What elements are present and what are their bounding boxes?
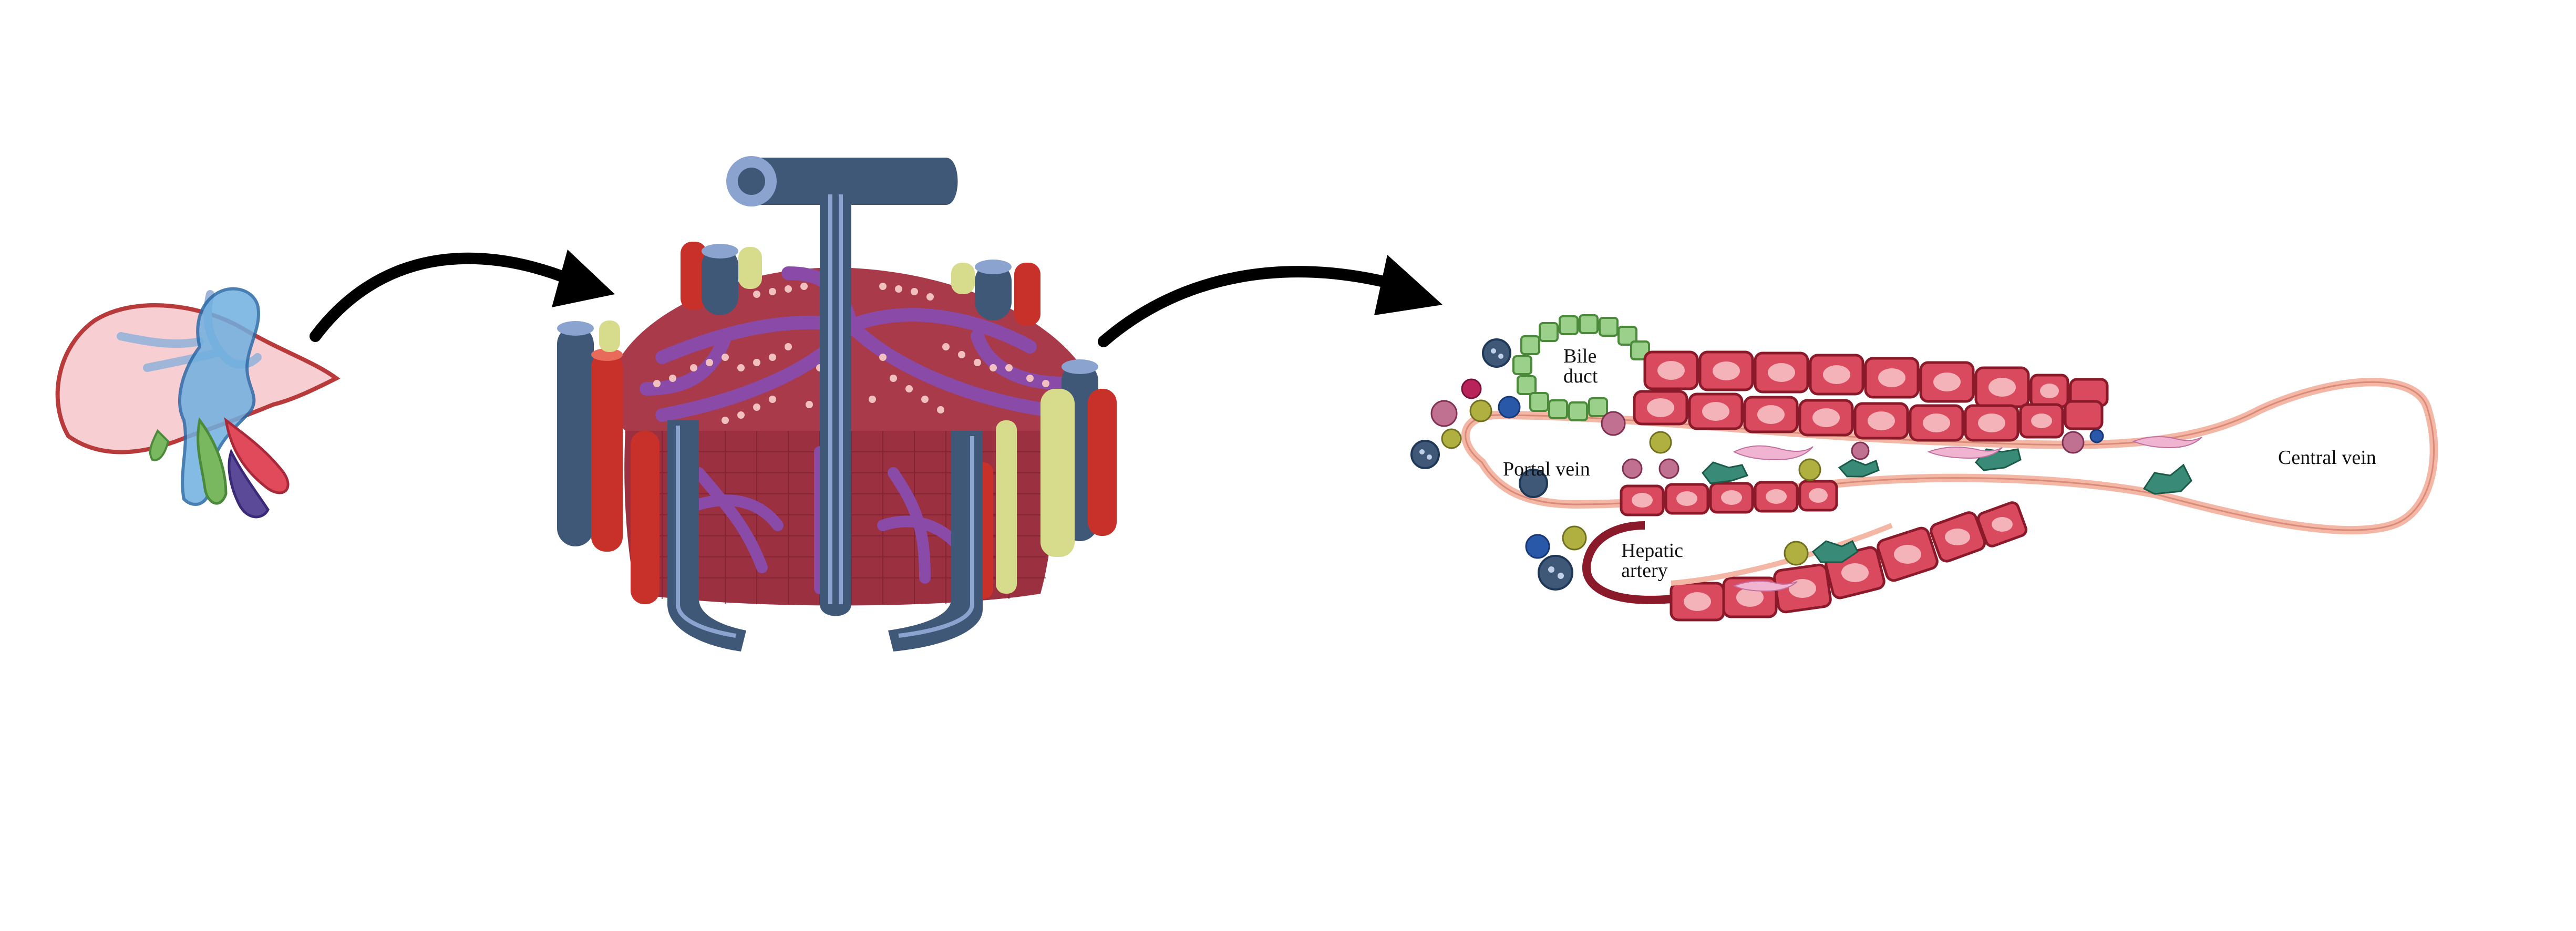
hepatic-artery-label-line1: Hepatic: [1621, 540, 1683, 562]
stellate-cells: [1733, 436, 2202, 592]
hepatocyte-nuclei-upper: [1647, 361, 2059, 432]
artery-column: [681, 242, 707, 310]
bile-column: [599, 320, 620, 352]
hepatic-artery-wall: [1582, 521, 1672, 604]
bile-column: [951, 263, 975, 294]
hepatocyte-row-lower: [1670, 501, 2027, 622]
artery-endothelium: [1671, 523, 1893, 586]
hepatic-lobule-illustration: [557, 156, 1117, 651]
hepatocyte-nuclei-lower: [1684, 517, 2013, 611]
bile-duct-label-line2: duct: [1563, 365, 1598, 387]
hepatic-artery-label-line2: artery: [1621, 560, 1668, 582]
portal-vein-label: Portal vein: [1503, 458, 1590, 480]
kupffer-cells: [1702, 448, 2192, 563]
portal-vein-column: [702, 247, 738, 315]
artery-column: [1088, 389, 1117, 536]
green-small-branch: [149, 429, 170, 461]
arrow-liver-to-lobule: [310, 250, 615, 342]
sinusoid-detail: Bile duct Portal vein Central vein Hepat…: [1410, 314, 2438, 622]
portal-vein-column: [975, 263, 1012, 320]
portal-vein-column: [557, 326, 594, 546]
vessel-columns: [557, 242, 1117, 604]
arrow-lobule-to-sinusoid: [1098, 255, 1442, 347]
artery-column: [631, 431, 660, 604]
arrowhead: [552, 250, 615, 307]
whole-liver-illustration: [55, 287, 341, 519]
arrowhead: [1374, 255, 1442, 315]
red-artery-branch: [224, 417, 290, 494]
hepatocyte-nuclei-middle: [1632, 488, 1828, 508]
hepatocyte-dots: [653, 283, 1049, 424]
hepatocyte-row-middle: [1620, 480, 1838, 516]
central-vein-label: Central vein: [2278, 447, 2376, 469]
artery-column: [591, 352, 623, 552]
purple-vessel-branch: [228, 448, 270, 519]
hepatic-vein-outlets: [667, 420, 983, 651]
bile-duct-label-line1: Bile: [1563, 345, 1596, 367]
bile-column: [1040, 389, 1075, 557]
bile-duct-ring: [1512, 314, 1650, 421]
green-bile-branch: [197, 417, 228, 505]
blood-cells: [1410, 338, 2104, 591]
central-vein-t: [726, 156, 958, 616]
bile-column: [738, 247, 762, 289]
artery-column: [1014, 263, 1040, 326]
bile-column: [996, 420, 1017, 594]
